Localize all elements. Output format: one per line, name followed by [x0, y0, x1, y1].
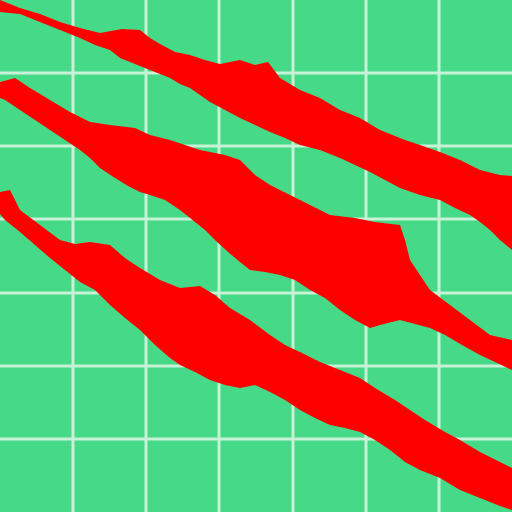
- claw-mark-middle: [0, 78, 512, 370]
- claw-mark-bottom: [0, 190, 512, 510]
- claw-mark-top: [0, 0, 512, 250]
